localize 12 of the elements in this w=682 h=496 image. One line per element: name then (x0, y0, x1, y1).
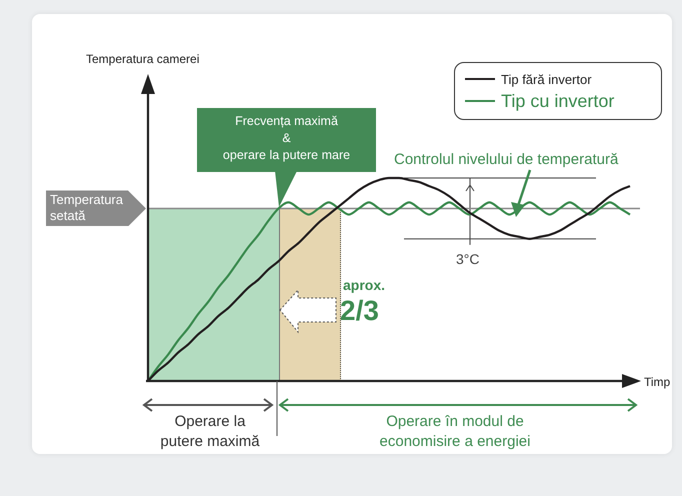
legend-label: Tip fără invertor (501, 72, 592, 86)
legend-label: Tip cu invertor (501, 90, 614, 112)
annotation: 2/3 (340, 294, 379, 328)
text: Controlul nivelului de temperatură (394, 150, 618, 170)
annotation: 3°C (456, 250, 480, 268)
text: Frecvența maximă & operare la putere mare (222, 113, 352, 164)
ref-line-label: Temperatura setată (49, 191, 124, 224)
text: Temperatura camerei (86, 52, 200, 68)
annotation: aprox. (343, 276, 386, 294)
x-axis-title: Timp (644, 375, 670, 389)
text: Operare la putere maximă (159, 412, 261, 451)
text: Operare în modul de economisire a energiei (378, 412, 532, 451)
